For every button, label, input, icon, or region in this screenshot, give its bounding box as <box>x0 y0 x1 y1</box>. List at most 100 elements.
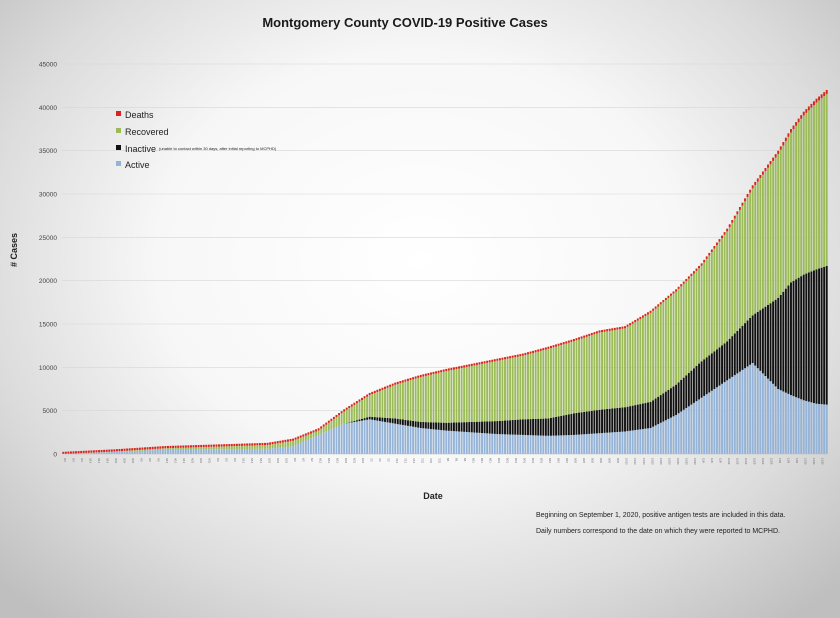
bar-inactive <box>578 412 581 435</box>
bar-recovered <box>542 350 545 419</box>
bar-recovered <box>611 330 614 409</box>
bar-inactive <box>562 415 565 436</box>
bar-deaths <box>368 392 371 396</box>
bar-inactive <box>657 396 660 425</box>
bar-inactive <box>682 377 685 410</box>
bar-active <box>723 382 726 454</box>
bar-active <box>685 408 688 454</box>
y-tick-label: 30000 <box>39 192 57 199</box>
bar-active <box>458 431 461 454</box>
bar-deaths <box>475 362 478 365</box>
bar-deaths <box>179 445 182 448</box>
bar-active <box>516 434 519 454</box>
bar-inactive <box>506 420 509 435</box>
bar-inactive <box>700 361 703 398</box>
bar-active <box>705 394 708 454</box>
bar-deaths <box>98 450 100 453</box>
x-tick-label: 3/14 <box>97 458 101 464</box>
x-tick-label: 6/22 <box>361 458 365 464</box>
bar-active <box>289 446 292 454</box>
bar-recovered <box>315 431 318 437</box>
bar-active <box>126 451 129 454</box>
bar-active <box>294 445 297 454</box>
bar-recovered <box>253 445 256 449</box>
x-tick-label: 7/12 <box>412 458 416 464</box>
bar-recovered <box>715 245 718 350</box>
bar-active <box>733 375 736 454</box>
bar-active <box>550 435 552 454</box>
bar-recovered <box>647 314 649 403</box>
bar-deaths <box>823 92 826 97</box>
bar-deaths <box>595 331 598 334</box>
x-tick-label: 8/1 <box>446 458 450 462</box>
bar-active <box>631 430 634 454</box>
bar-deaths <box>289 439 292 442</box>
bar-inactive <box>690 370 693 405</box>
bar-deaths <box>218 444 220 447</box>
y-axis-title: # Cases <box>9 233 19 267</box>
bar-deaths <box>511 355 514 358</box>
bar-inactive <box>736 330 739 374</box>
bar-recovered <box>588 336 591 412</box>
bar-deaths <box>524 352 527 356</box>
bar-deaths <box>82 450 85 453</box>
x-tick-label: 10/10 <box>642 458 646 465</box>
bar-recovered <box>537 351 540 419</box>
bar-active <box>606 432 609 454</box>
bar-recovered <box>578 339 581 413</box>
bar-active <box>103 452 106 454</box>
bar-active <box>572 434 575 454</box>
bar-active <box>475 432 478 454</box>
bar-inactive <box>470 421 473 433</box>
x-tick-label: 3/24 <box>123 458 127 464</box>
x-tick-label: 5/3 <box>233 458 237 462</box>
bar-active <box>340 424 343 454</box>
x-tick-label: 3/24 <box>131 458 135 464</box>
bar-active <box>442 430 445 454</box>
bar-active <box>427 428 430 454</box>
bar-deaths <box>572 338 575 342</box>
bar-active <box>746 366 749 454</box>
x-tick-label: 5/3 <box>225 458 229 462</box>
bar-active <box>284 446 287 454</box>
bar-deaths <box>251 443 254 446</box>
x-tick-label: 10/20 <box>650 458 654 465</box>
bar-deaths <box>772 157 775 161</box>
bar-recovered <box>197 447 200 450</box>
bar-recovered <box>437 372 440 423</box>
bar-active <box>202 449 205 454</box>
bar-inactive <box>493 421 496 434</box>
bar-active <box>792 396 795 454</box>
bar-recovered <box>621 328 624 408</box>
bar-recovered <box>424 375 427 423</box>
x-tick-label: 6/2 <box>310 458 314 462</box>
bar-recovered <box>601 332 603 410</box>
bar-inactive <box>595 410 598 434</box>
bar-active <box>164 449 167 454</box>
bar-active <box>156 449 159 454</box>
x-tick-label: 8/31 <box>531 458 535 464</box>
bar-active <box>810 402 813 454</box>
bar-deaths <box>192 445 195 448</box>
bar-inactive <box>440 422 443 431</box>
bar-recovered <box>161 448 164 450</box>
x-tick-label: 6/12 <box>318 458 322 464</box>
bar-recovered <box>131 450 134 452</box>
bar-active <box>386 422 389 454</box>
bar-active <box>419 428 422 454</box>
bar-deaths <box>75 451 78 454</box>
bar-active <box>527 435 529 454</box>
bar-active <box>590 433 593 454</box>
bar-deaths <box>705 256 708 259</box>
bar-active <box>407 425 409 454</box>
bar-deaths <box>652 308 655 311</box>
bar-recovered <box>478 364 481 422</box>
bar-recovered <box>511 357 514 421</box>
bar-deaths <box>264 442 266 446</box>
bar-active <box>136 450 139 454</box>
bar-active <box>299 442 302 454</box>
bar-deaths <box>287 439 289 442</box>
bar-deaths <box>726 228 729 232</box>
bar-deaths <box>317 428 320 431</box>
bar-deaths <box>802 111 805 116</box>
